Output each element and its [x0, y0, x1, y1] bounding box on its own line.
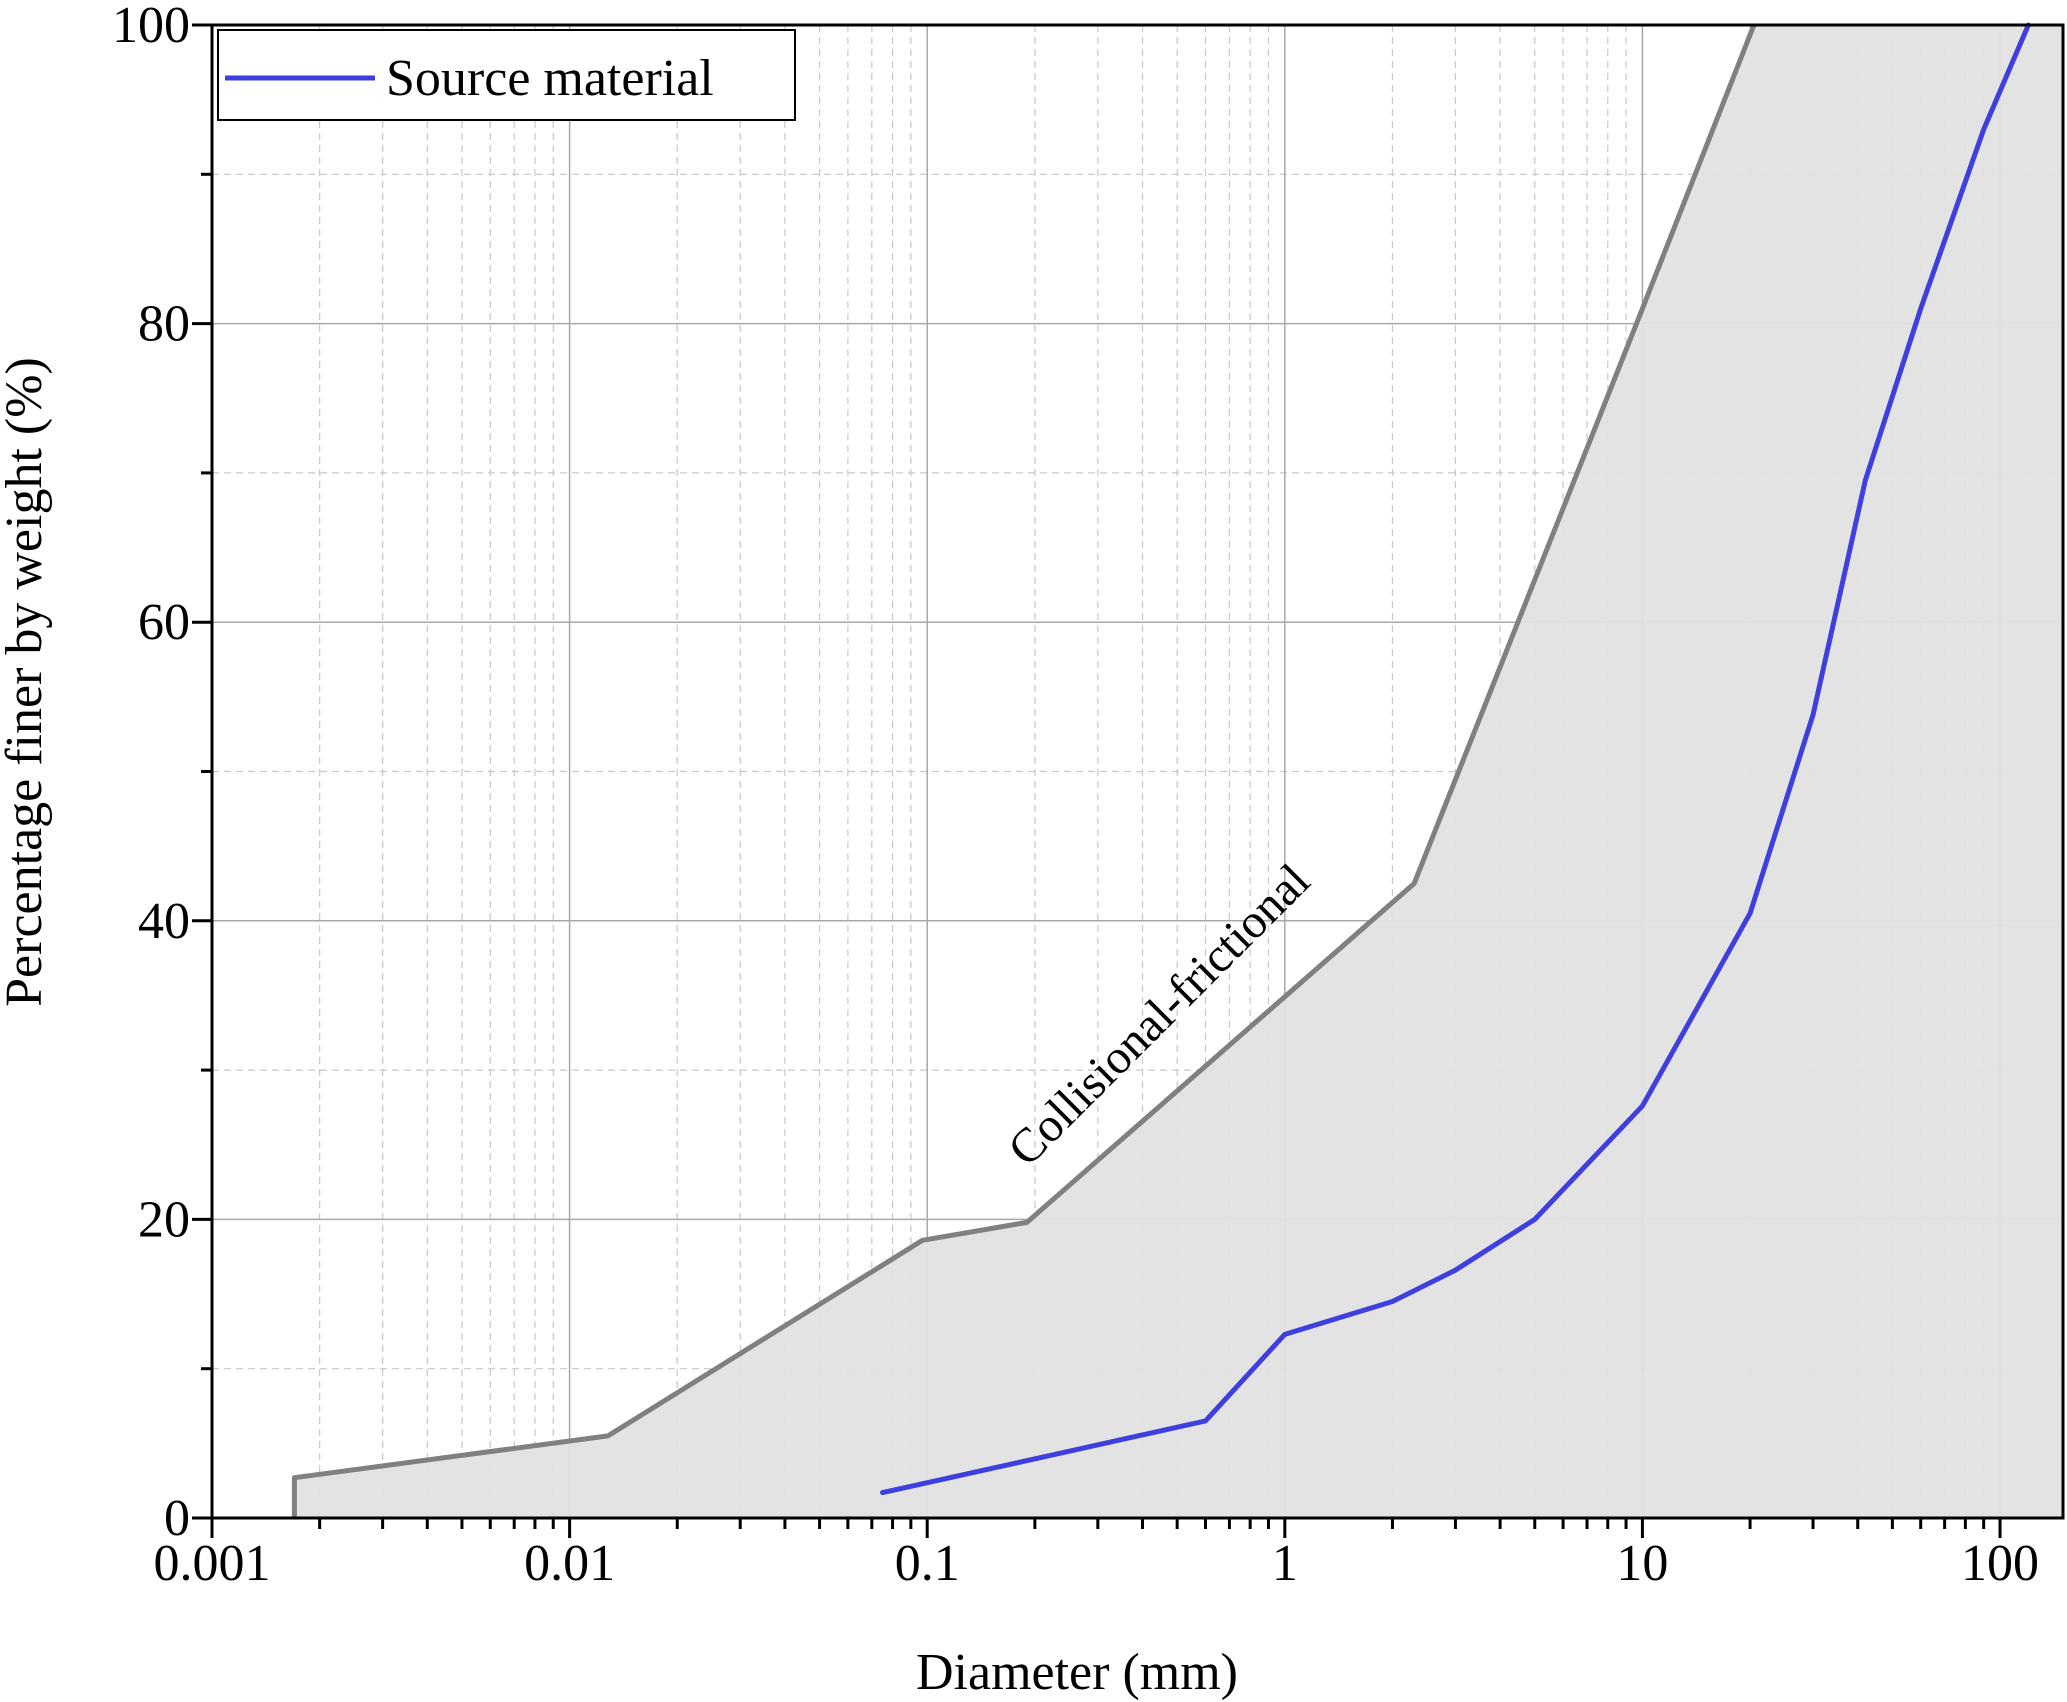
x-tick-label: 10	[1616, 1535, 1668, 1592]
x-tick-label: 0.001	[154, 1535, 271, 1592]
y-tick-label: 100	[112, 0, 190, 54]
envelope-region	[291, 24, 2063, 1518]
legend-label-source-material: Source material	[386, 50, 714, 107]
y-tick-label: 0	[164, 1490, 190, 1547]
series-lines	[880, 22, 2031, 1496]
x-tick-label: 100	[1961, 1535, 2039, 1592]
y-tick-label: 40	[138, 893, 190, 950]
y-tick-label: 80	[138, 296, 190, 353]
series-line-source-material	[880, 22, 2031, 1496]
x-axis-label: Diameter (mm)	[916, 1644, 1238, 1701]
y-axis-label: Percentage finer by weight (%)	[0, 357, 53, 1007]
legend: Source material	[217, 29, 796, 121]
y-tick-label: 60	[138, 594, 190, 651]
x-tick-label: 0.01	[524, 1535, 615, 1592]
y-tick-label: 20	[138, 1191, 190, 1248]
x-tick-label: 1	[1272, 1535, 1298, 1592]
envelope-fill	[294, 25, 2063, 1518]
envelope-boundary-line	[291, 24, 1757, 1518]
legend-box	[217, 29, 796, 121]
axis-ticks	[192, 23, 2002, 1538]
x-tick-label: 0.1	[895, 1535, 960, 1592]
tick-labels: 0.001 0.01 0.1 1 10 100 0 20 40 60 80 100	[112, 0, 2039, 1592]
